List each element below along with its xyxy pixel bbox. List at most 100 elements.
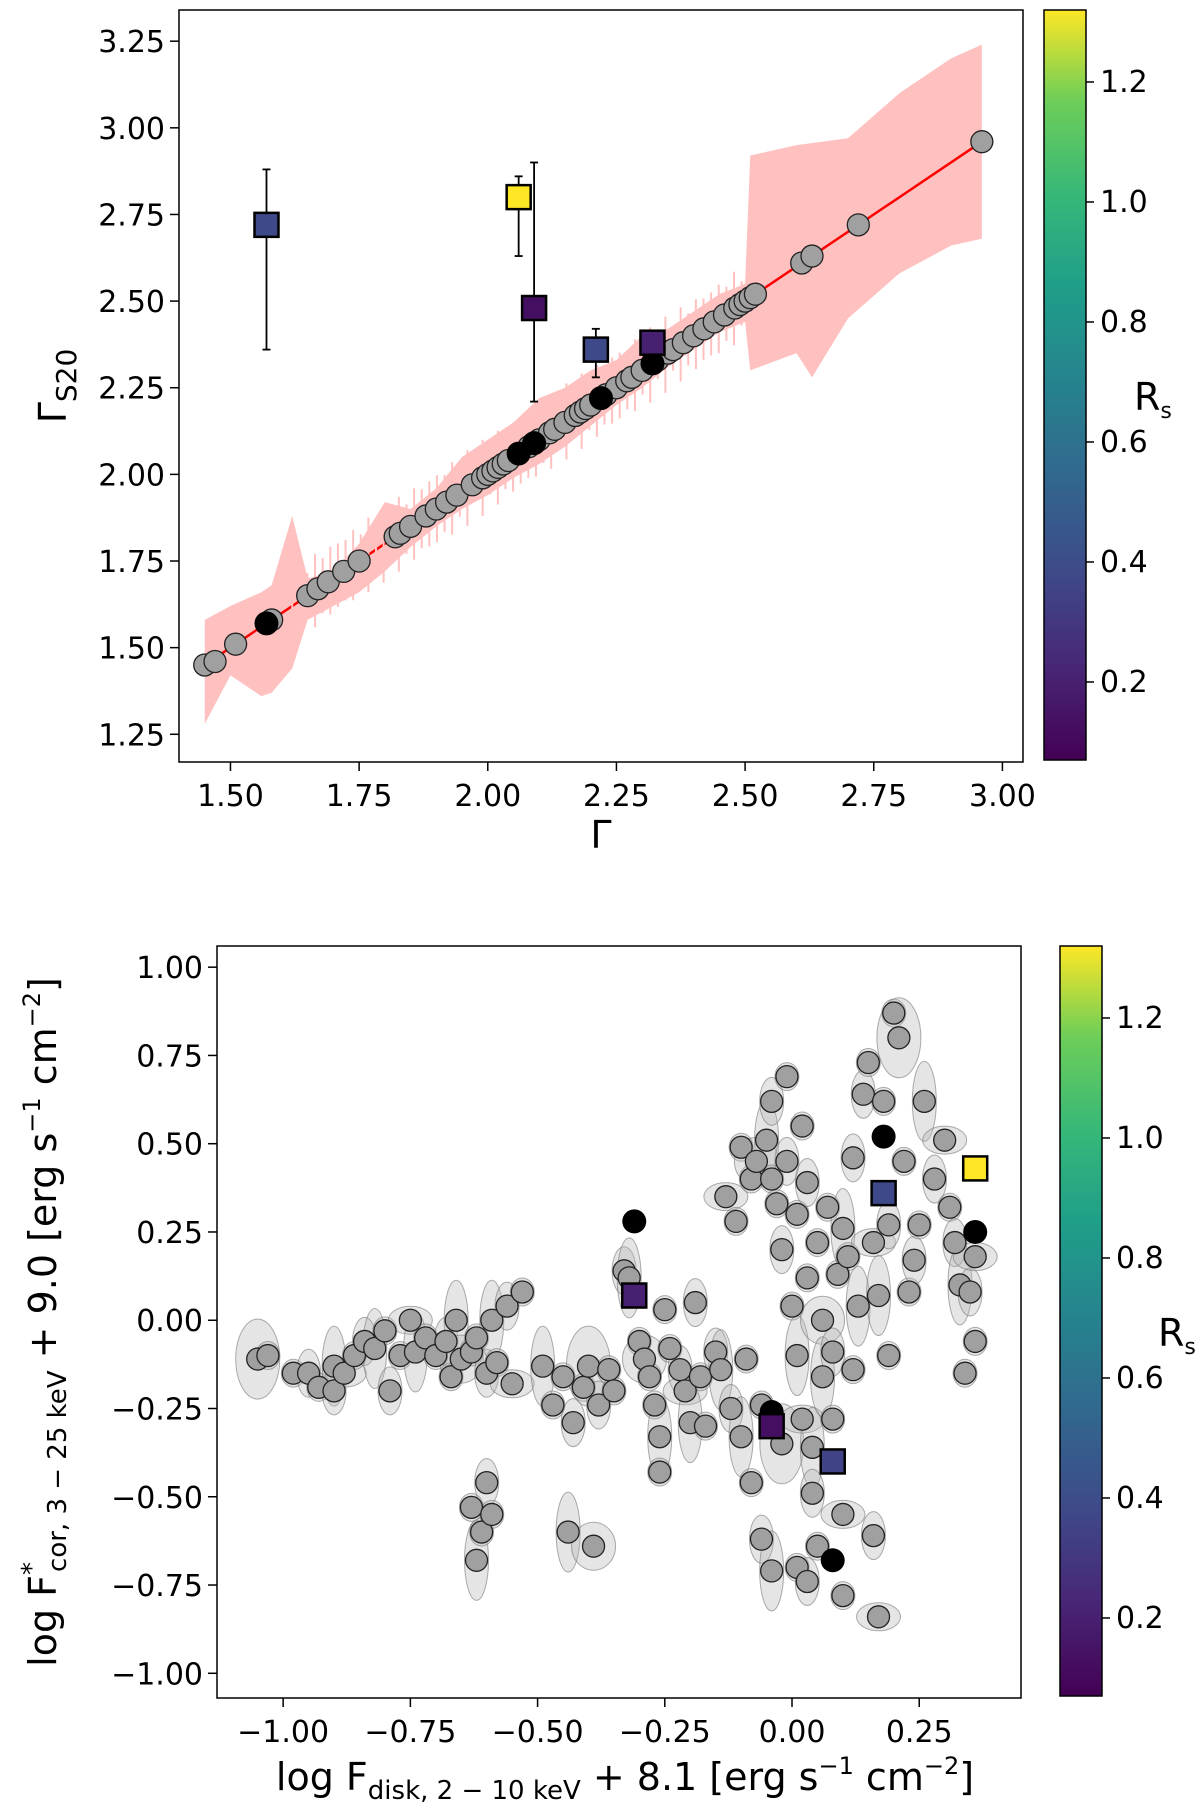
data-point-gray xyxy=(805,1534,830,1558)
data-point-gray xyxy=(556,1520,580,1544)
data-point-gray xyxy=(480,1308,504,1332)
data-point-gray xyxy=(709,1358,733,1382)
data-point-gray xyxy=(892,1149,916,1174)
y-tick-label: −1.00 xyxy=(111,1657,203,1692)
data-point-square xyxy=(819,1448,846,1475)
data-point-gray xyxy=(800,1435,825,1459)
data-point-gray xyxy=(485,1350,509,1375)
y-axis-label-1: ΓS20 xyxy=(31,349,83,424)
data-point-gray xyxy=(495,1294,519,1318)
x-axis-label-2: log Fdisk, 2 − 10 keV + 8.1 [erg s−1 cm−… xyxy=(276,1752,974,1806)
data-point-gray xyxy=(541,1393,565,1417)
data-point-gray xyxy=(561,1410,585,1435)
data-point-gray xyxy=(810,1365,835,1389)
data-point-gray xyxy=(760,1089,784,1113)
y-tick-label: 1.25 xyxy=(98,718,165,753)
colorbar-1: 0.2 0.4 0.6 0.8 1.0 1.2 Rs xyxy=(1043,9,1172,761)
data-point-gray xyxy=(648,1425,672,1449)
data-point-gray xyxy=(576,1354,601,1378)
data-point-gray xyxy=(963,1329,987,1354)
data-point-gray xyxy=(459,1495,484,1520)
gray-points xyxy=(246,1001,987,1629)
data-point-square xyxy=(639,329,666,356)
colorbar-ticks-2: 0.2 0.4 0.6 0.8 1.0 1.2 xyxy=(1102,1001,1164,1636)
y-tick-label: 0.25 xyxy=(136,1216,203,1251)
data-point-gray xyxy=(724,1209,748,1234)
data-point-gray xyxy=(332,1361,356,1385)
square-points xyxy=(253,161,666,403)
data-point-gray xyxy=(846,213,870,237)
colorbar-2: 0.2 0.4 0.6 0.8 1.0 1.2 Rs xyxy=(1059,945,1196,1697)
data-point-gray xyxy=(743,282,768,306)
x-axis-1: 1.50 1.75 2.00 2.25 2.50 2.75 3.00 xyxy=(197,762,1036,814)
data-point-black xyxy=(589,386,613,411)
y-axis-1: 1.25 1.50 1.75 2.00 2.25 2.50 2.75 3.00 3.25 xyxy=(98,25,179,753)
data-point-gray xyxy=(775,1149,799,1174)
data-point-gray xyxy=(729,1135,753,1159)
data-point-gray xyxy=(856,1050,880,1075)
data-point-gray xyxy=(933,1128,957,1152)
data-point-gray xyxy=(963,1245,987,1269)
x-tick-label: −0.25 xyxy=(619,1715,711,1750)
data-point-square xyxy=(582,336,610,363)
panel-bottom: −1.00 −0.75 −0.50 −0.25 0.00 0.25 −1.00−0.75−… xyxy=(17,945,1196,1806)
colorbar-gradient-2 xyxy=(1059,945,1103,1697)
data-point-gray xyxy=(363,1336,387,1361)
data-point-gray xyxy=(907,1213,931,1237)
y-tick-label: 0.00 xyxy=(136,1304,203,1339)
data-point-black xyxy=(963,1219,988,1244)
data-point-gray xyxy=(571,1375,596,1399)
y-tick-label: −0.25 xyxy=(111,1392,203,1427)
data-point-gray xyxy=(760,1559,784,1583)
colorbar-tick-label: 0.2 xyxy=(1100,665,1148,700)
data-point-gray xyxy=(373,1319,397,1343)
data-point-gray xyxy=(821,1407,845,1431)
data-point-gray xyxy=(953,1361,977,1385)
data-point-gray xyxy=(790,1114,814,1138)
data-point-gray xyxy=(223,632,248,656)
data-point-gray xyxy=(688,1365,713,1389)
data-point-gray xyxy=(602,1379,626,1403)
data-point-gray xyxy=(551,1365,575,1389)
data-point-gray xyxy=(739,1470,763,1495)
data-point-gray xyxy=(795,1569,819,1594)
panel-top: 1.50 1.75 2.00 2.25 2.50 2.75 3.00 1.25 1.50 1.7… xyxy=(31,9,1172,857)
square-points xyxy=(621,1155,989,1475)
y-axis-label-2: log F*cor, 3 − 25 keV + 9.0 [erg s−1 cm−… xyxy=(17,977,73,1667)
data-point-gray xyxy=(586,1393,611,1417)
data-point-gray xyxy=(871,1089,896,1113)
data-point-gray xyxy=(475,1470,499,1495)
data-point-gray xyxy=(398,1308,423,1332)
data-point-gray xyxy=(378,1379,402,1403)
data-point-gray xyxy=(653,1297,677,1322)
colorbar-ticks-1: 0.2 0.4 0.6 0.8 1.0 1.2 xyxy=(1086,65,1148,700)
data-point-gray xyxy=(729,1425,753,1449)
data-point-black xyxy=(522,431,547,456)
y-tick-label: 2.50 xyxy=(98,285,165,320)
x-tick-label: 3.00 xyxy=(969,779,1036,814)
data-point-square xyxy=(505,183,532,211)
colorbar-tick-label: 1.0 xyxy=(1116,1121,1164,1156)
data-point-black xyxy=(871,1124,896,1149)
data-point-gray xyxy=(658,1336,682,1361)
axes-frame-1 xyxy=(178,9,1024,763)
data-point-gray xyxy=(439,1365,463,1389)
y-tick-label: 1.75 xyxy=(98,545,165,580)
data-point-gray xyxy=(648,1460,672,1484)
x-tick-label: 2.00 xyxy=(454,779,521,814)
data-point-gray xyxy=(912,1089,936,1113)
data-point-gray xyxy=(943,1230,967,1255)
x-tick-label: −1.00 xyxy=(237,1715,329,1750)
data-point-gray xyxy=(668,1358,692,1382)
data-point-gray xyxy=(805,1230,830,1255)
data-point-gray xyxy=(831,1216,855,1241)
black-points xyxy=(254,351,665,636)
data-point-gray xyxy=(795,1266,819,1290)
data-point-black xyxy=(640,351,665,376)
colorbar-label-2: Rs xyxy=(1158,1311,1196,1360)
colorbar-tick-label: 1.2 xyxy=(1100,65,1148,100)
y-tick-label: 3.00 xyxy=(98,112,165,147)
x-tick-label: 2.25 xyxy=(583,779,650,814)
data-point-gray xyxy=(500,1372,524,1396)
